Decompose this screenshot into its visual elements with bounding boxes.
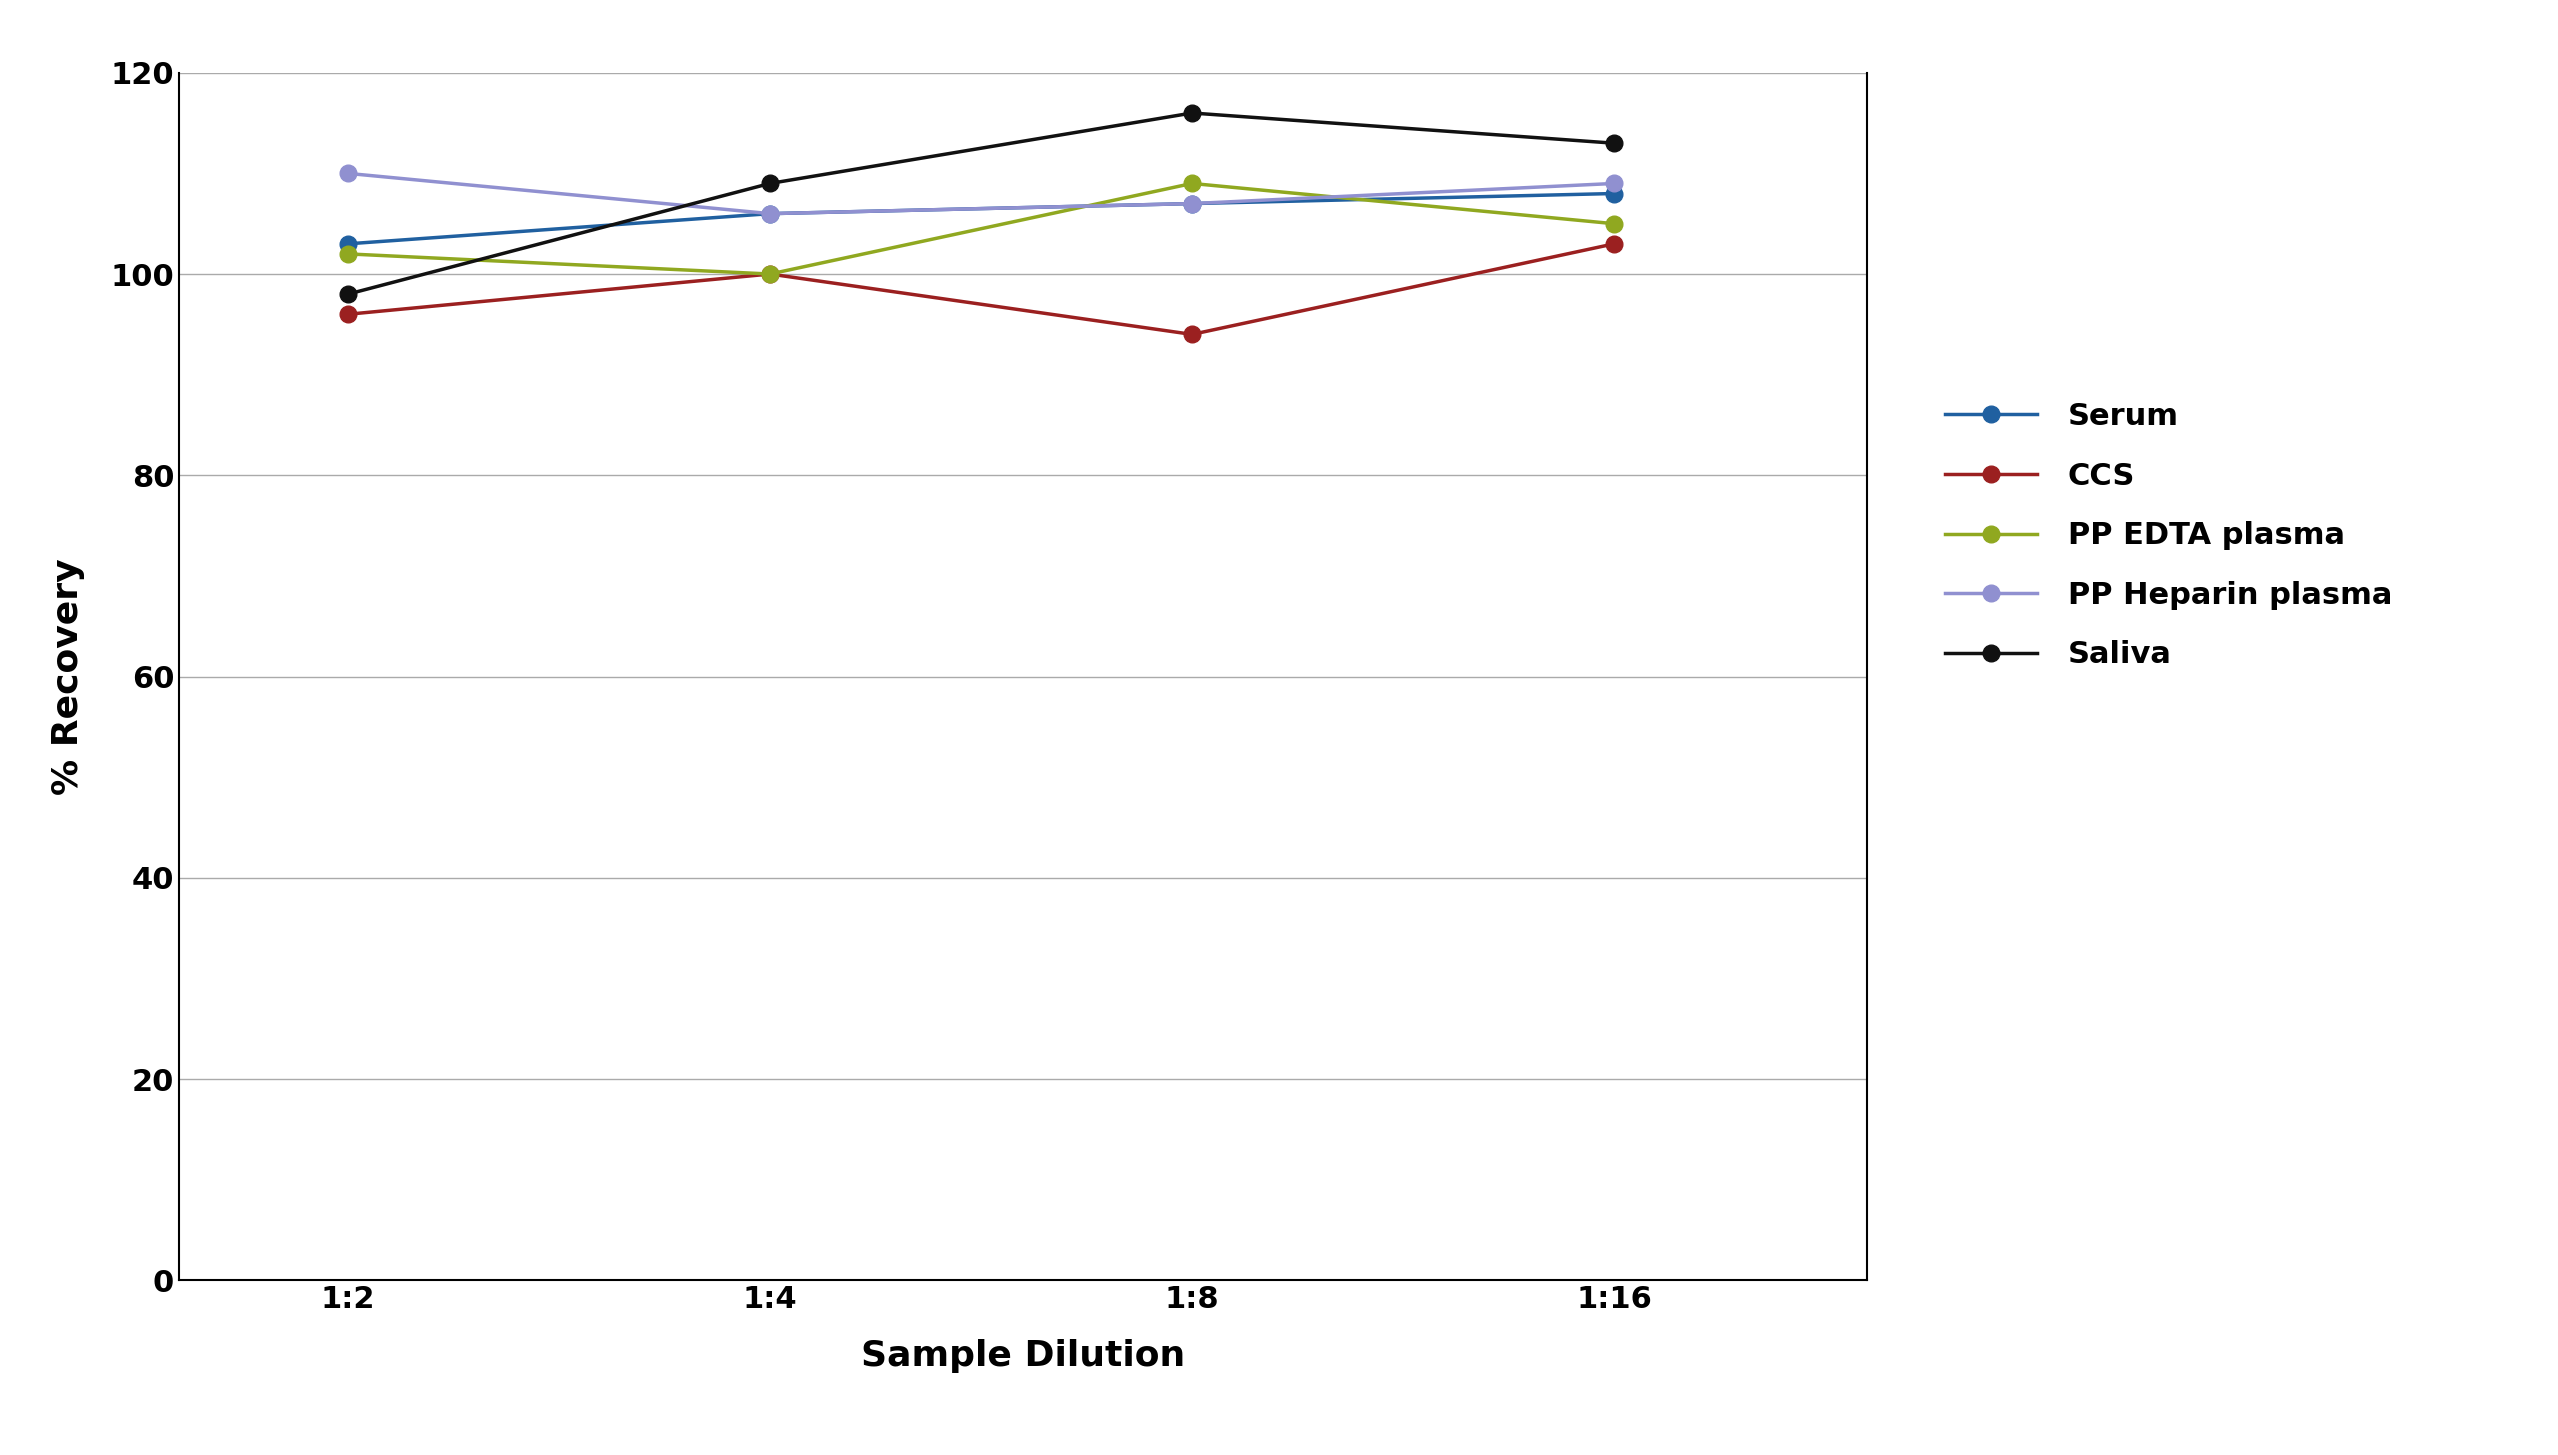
Line: CCS: CCS (340, 236, 1622, 343)
PP EDTA plasma (333, 244, 363, 262)
Saliva (1599, 134, 1629, 151)
X-axis label: Sample Dilution: Sample Dilution (862, 1339, 1184, 1374)
CCS (1599, 236, 1629, 253)
Line: PP Heparin plasma: PP Heparin plasma (340, 164, 1622, 223)
Saliva (755, 175, 785, 192)
Line: Saliva: Saliva (340, 105, 1622, 303)
PP Heparin plasma (755, 205, 785, 223)
PP EDTA plasma (1177, 175, 1207, 192)
Line: Serum: Serum (340, 185, 1622, 252)
PP EDTA plasma (1599, 215, 1629, 233)
Serum (755, 205, 785, 223)
Line: PP EDTA plasma: PP EDTA plasma (340, 175, 1622, 282)
Serum (333, 236, 363, 253)
Legend: Serum, CCS, PP EDTA plasma, PP Heparin plasma, Saliva: Serum, CCS, PP EDTA plasma, PP Heparin p… (1934, 390, 2405, 681)
PP Heparin plasma (333, 164, 363, 182)
Serum (1177, 195, 1207, 212)
PP Heparin plasma (1177, 195, 1207, 212)
PP Heparin plasma (1599, 175, 1629, 192)
Serum (1599, 185, 1629, 202)
PP EDTA plasma (755, 265, 785, 282)
CCS (333, 306, 363, 323)
CCS (755, 265, 785, 282)
Saliva (333, 285, 363, 303)
CCS (1177, 326, 1207, 343)
Y-axis label: % Recovery: % Recovery (51, 559, 84, 794)
Saliva (1177, 105, 1207, 122)
